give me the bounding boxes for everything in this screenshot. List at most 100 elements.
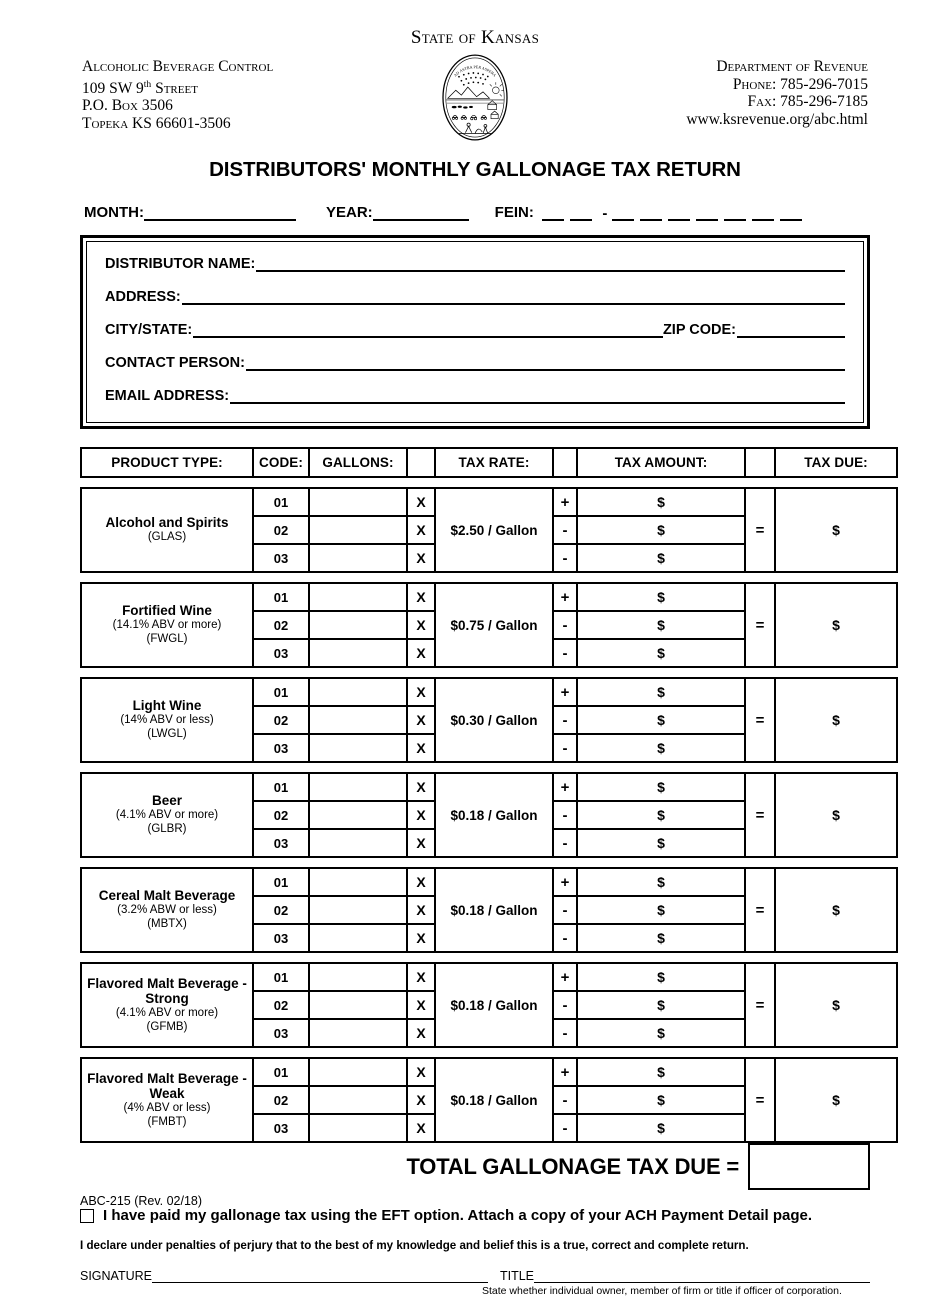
total-label: TOTAL GALLONAGE TAX DUE = (406, 1153, 739, 1179)
product-type-cell: Light Wine (14% ABV or less) (LWGL) (80, 677, 254, 763)
tax-amount-input[interactable]: $ (576, 800, 746, 830)
fein-digit[interactable] (569, 205, 592, 221)
gallons-input[interactable] (308, 1113, 408, 1143)
column-header-operator (552, 447, 578, 478)
table-row: Flavored Malt Beverage - Weak (4% ABV or… (80, 1057, 898, 1143)
signature-input[interactable] (152, 1271, 488, 1283)
fein-digit[interactable] (639, 205, 662, 221)
tax-due-input[interactable]: $ (774, 772, 898, 858)
tax-amount-input[interactable]: $ (576, 515, 746, 545)
gallons-input[interactable] (308, 733, 408, 763)
multiplier-symbol: X (406, 705, 436, 735)
fein-digit[interactable] (695, 205, 718, 221)
total-tax-due-input[interactable] (748, 1143, 870, 1190)
distributor-name-input[interactable] (256, 257, 845, 272)
product-type-cell: Alcohol and Spirits (GLAS) (80, 487, 254, 573)
tax-due-input[interactable]: $ (774, 582, 898, 668)
year-input[interactable] (372, 204, 469, 221)
code-cell: 01 (252, 962, 310, 992)
tax-amount-input[interactable]: $ (576, 638, 746, 668)
product-code-abbrev: (LWGL) (147, 727, 187, 740)
operator-cell: - (552, 733, 578, 763)
table-row: 02 X - $ (81, 705, 897, 735)
gallons-input[interactable] (308, 772, 408, 802)
gallons-input[interactable] (308, 962, 408, 992)
column-header-tax-rate: TAX RATE: (434, 447, 554, 478)
abc-address-line-1: Alcoholic Beverage Control (82, 58, 274, 75)
city-state-input[interactable] (193, 323, 663, 338)
tax-amount-input[interactable]: $ (576, 990, 746, 1020)
eft-checkbox[interactable] (80, 1208, 94, 1223)
code-cell: 02 (252, 515, 310, 545)
form-page: State of Kansas Alcoholic Beverage Contr… (80, 28, 898, 1297)
gallons-input[interactable] (308, 610, 408, 640)
gallons-input[interactable] (308, 1085, 408, 1115)
month-input[interactable] (144, 204, 296, 221)
eft-option-row[interactable]: I have paid my gallonage tax using the E… (80, 1207, 870, 1224)
gallons-input[interactable] (308, 705, 408, 735)
tax-amount-input[interactable]: $ (576, 828, 746, 858)
fein-digit[interactable] (779, 205, 802, 221)
gallons-input[interactable] (308, 1018, 408, 1048)
tax-amount-input[interactable]: $ (576, 543, 746, 573)
operator-cell: - (552, 515, 578, 545)
gallons-input[interactable] (308, 895, 408, 925)
gallons-input[interactable] (308, 582, 408, 612)
gallons-input[interactable] (308, 487, 408, 517)
form-id: ABC-215 (Rev. 02/18) (80, 1194, 203, 1208)
code-cell: 02 (252, 705, 310, 735)
email-address-input[interactable] (230, 389, 845, 404)
address-input[interactable] (181, 290, 845, 305)
tax-due-input[interactable]: $ (774, 962, 898, 1048)
code-cell: 01 (252, 867, 310, 897)
tax-amount-input[interactable]: $ (576, 733, 746, 763)
fein-digit[interactable] (751, 205, 774, 221)
contact-person-input[interactable] (245, 356, 845, 371)
code-cell: 02 (252, 800, 310, 830)
email-address-label: EMAIL ADDRESS: (105, 388, 230, 404)
fein-digit[interactable] (541, 205, 564, 221)
equals-symbol: = (744, 487, 776, 573)
tax-amount-input[interactable]: $ (576, 1113, 746, 1143)
tax-due-input[interactable]: $ (774, 867, 898, 953)
tax-amount-input[interactable]: $ (576, 923, 746, 953)
gallons-input[interactable] (308, 923, 408, 953)
gallons-input[interactable] (308, 543, 408, 573)
gallons-input[interactable] (308, 867, 408, 897)
tax-amount-input[interactable]: $ (576, 1057, 746, 1087)
tax-due-input[interactable]: $ (774, 487, 898, 573)
tax-amount-input[interactable]: $ (576, 610, 746, 640)
tax-amount-input[interactable]: $ (576, 677, 746, 707)
fein-input-group[interactable]: - (541, 205, 808, 221)
tax-amount-input[interactable]: $ (576, 487, 746, 517)
fein-digit[interactable] (667, 205, 690, 221)
product-block: Beer (4.1% ABV or more) (GLBR) 01 X $0.1… (80, 772, 898, 858)
operator-cell: - (552, 895, 578, 925)
gallons-input[interactable] (308, 638, 408, 668)
code-cell: 02 (252, 990, 310, 1020)
gallons-input[interactable] (308, 990, 408, 1020)
product-block: Fortified Wine (14.1% ABV or more) (FWGL… (80, 582, 898, 668)
fein-digit[interactable] (611, 205, 634, 221)
tax-amount-input[interactable]: $ (576, 1018, 746, 1048)
tax-amount-input[interactable]: $ (576, 895, 746, 925)
product-code-abbrev: (GLBR) (147, 822, 187, 835)
tax-amount-input[interactable]: $ (576, 1085, 746, 1115)
gallons-input[interactable] (308, 828, 408, 858)
product-block: Flavored Malt Beverage - Strong (4.1% AB… (80, 962, 898, 1048)
gallons-input[interactable] (308, 515, 408, 545)
tax-due-input[interactable]: $ (774, 677, 898, 763)
gallons-input[interactable] (308, 800, 408, 830)
product-code-abbrev: (GLAS) (147, 531, 187, 544)
zip-code-input[interactable] (737, 323, 845, 338)
tax-amount-input[interactable]: $ (576, 582, 746, 612)
tax-amount-input[interactable]: $ (576, 772, 746, 802)
title-input[interactable] (534, 1271, 871, 1283)
gallons-input[interactable] (308, 1057, 408, 1087)
tax-amount-input[interactable]: $ (576, 705, 746, 735)
tax-amount-input[interactable]: $ (576, 867, 746, 897)
tax-amount-input[interactable]: $ (576, 962, 746, 992)
fein-digit[interactable] (723, 205, 746, 221)
gallons-input[interactable] (308, 677, 408, 707)
tax-due-input[interactable]: $ (774, 1057, 898, 1143)
